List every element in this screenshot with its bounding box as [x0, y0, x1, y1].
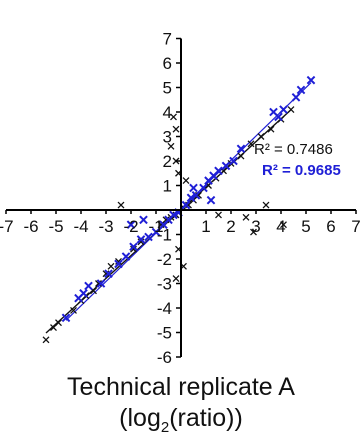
data-point-blue — [274, 112, 283, 122]
y-tick-label: -6 — [157, 348, 172, 367]
data-point-black — [115, 257, 122, 265]
data-point-black — [257, 133, 265, 140]
data-point-black — [170, 113, 177, 121]
data-point-blue — [139, 215, 148, 225]
data-point-blue — [214, 166, 223, 176]
data-point-black — [117, 201, 125, 209]
y-tick-label: 5 — [163, 79, 172, 98]
data-point-black — [95, 280, 102, 287]
data-point-black — [137, 238, 145, 246]
data-point-black — [195, 191, 202, 199]
data-point-blue — [191, 190, 201, 200]
data-point-black — [215, 211, 222, 219]
x-tick-label: 1 — [201, 217, 210, 236]
data-point-black — [102, 270, 110, 278]
y-tick-label: -5 — [157, 324, 172, 343]
data-point-black — [242, 213, 250, 221]
data-point-blue — [114, 259, 123, 269]
data-point-blue — [61, 313, 71, 323]
x-axis-unit: (log2(ratio)) — [0, 403, 362, 443]
x-tick-label: -2 — [123, 217, 138, 236]
data-point-black — [280, 221, 287, 229]
x-tick-label: 2 — [226, 217, 235, 236]
data-point-black — [130, 245, 137, 253]
y-tick-label: 6 — [163, 54, 172, 73]
data-point-black — [55, 319, 62, 327]
x-tick-label: 6 — [326, 217, 335, 236]
y-tick-label: 4 — [163, 103, 172, 122]
x-tick-label: 7 — [351, 217, 360, 236]
data-point-black — [162, 216, 170, 224]
x-tick-label: 3 — [251, 217, 260, 236]
data-point-blue — [189, 183, 198, 193]
data-points — [42, 75, 316, 344]
data-point-blue — [199, 183, 208, 193]
data-point-blue — [129, 242, 138, 252]
y-tick-label: -3 — [157, 275, 172, 294]
x-tick-label: -1 — [148, 217, 163, 236]
r2-label-blue: R² = 0.9685 — [262, 162, 341, 179]
data-point-blue — [229, 156, 238, 166]
r2-label-black: R² = 0.7486 — [254, 141, 333, 158]
unit-subscript: 2 — [160, 419, 170, 436]
data-point-blue — [144, 232, 153, 242]
data-point-blue — [206, 195, 216, 205]
data-point-black — [182, 177, 190, 185]
unit-close: (ratio)) — [169, 404, 243, 432]
data-point-black — [172, 125, 180, 133]
data-point-blue — [186, 193, 196, 203]
data-point-black — [262, 201, 270, 209]
y-tick-label: -4 — [157, 299, 172, 318]
x-axis-title: Technical replicate A — [67, 373, 295, 401]
data-point-blue — [104, 269, 113, 279]
data-point-black — [42, 336, 50, 344]
data-point-black — [107, 262, 115, 270]
x-tick-label: 5 — [301, 217, 310, 236]
data-point-blue — [84, 281, 93, 291]
data-point-black — [247, 140, 255, 148]
y-tick-label: -1 — [157, 226, 172, 245]
data-point-black — [267, 125, 275, 133]
data-point-black — [250, 228, 257, 236]
data-point-black — [237, 152, 245, 160]
data-point-black — [167, 142, 175, 150]
data-point-blue — [181, 200, 191, 210]
x-tick-label: -7 — [0, 217, 14, 236]
data-point-blue — [126, 220, 136, 230]
data-point-blue — [306, 75, 316, 85]
data-point-blue — [236, 144, 246, 154]
x-tick-label: 4 — [276, 217, 285, 236]
data-point-blue — [79, 288, 88, 298]
y-tick-label: 7 — [163, 30, 172, 49]
x-tick-label: -3 — [98, 217, 113, 236]
data-point-blue — [221, 161, 231, 171]
y-tick-label: -2 — [157, 250, 172, 269]
data-point-blue — [151, 227, 161, 237]
y-tick-label: 1 — [163, 177, 172, 196]
data-point-blue — [121, 252, 131, 261]
data-point-black — [287, 106, 295, 114]
y-tick-label: 3 — [163, 128, 172, 147]
y-tick-label: 2 — [163, 152, 172, 171]
data-point-blue — [169, 210, 178, 220]
x-tick-label: -5 — [48, 217, 63, 236]
data-point-blue — [291, 92, 301, 102]
x-tick-label: -6 — [23, 217, 38, 236]
axes — [5, 37, 357, 358]
x-tick-label: -4 — [73, 217, 88, 236]
data-point-blue — [136, 235, 146, 244]
unit-open: (log — [119, 404, 161, 432]
scatter-plot: -7-6-5-4-3-2-112345677654321-1-2-3-4-5-6… — [0, 30, 361, 368]
data-point-black — [172, 275, 180, 283]
data-point-black — [70, 306, 77, 314]
data-point-blue — [279, 105, 288, 114]
data-point-blue — [296, 85, 306, 95]
data-point-blue — [96, 279, 106, 288]
